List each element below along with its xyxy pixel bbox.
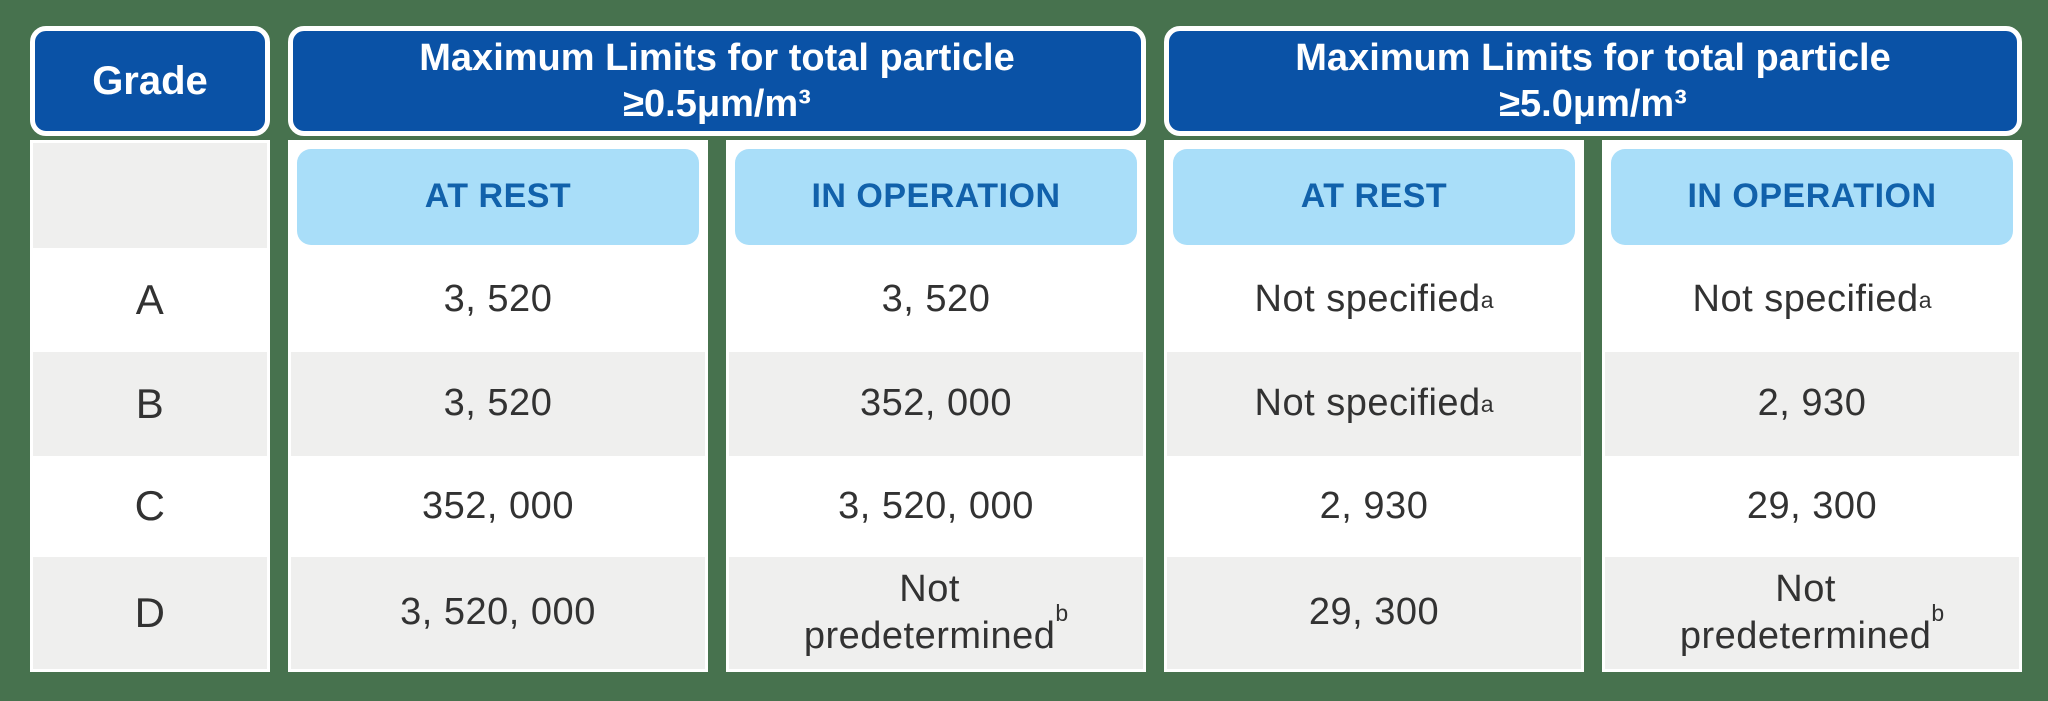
- cell-a-0-5um-in-operation: 3, 520: [729, 248, 1143, 352]
- cell-d-5-0um-at-rest: 29, 300: [1167, 557, 1581, 669]
- in-operation-label: IN OPERATION: [811, 177, 1061, 215]
- group2-header-max-limits-5-0um: Maximum Limits for total particle ≥5.0μm…: [1164, 26, 2022, 136]
- cell-c-0-5um-at-rest: 352, 000: [291, 456, 705, 557]
- subheader-cell-0-5um-at-rest: AT REST: [291, 143, 705, 248]
- grade-cell-b: B: [33, 352, 267, 456]
- cell-a-0-5um-at-rest: 3, 520: [291, 248, 705, 352]
- column-5-0um-in-operation: IN OPERATION Not specified a 2, 930 29, 3…: [1602, 140, 2022, 672]
- in-operation-subheader-pill: IN OPERATION: [1611, 148, 2013, 245]
- at-rest-label: AT REST: [424, 177, 572, 215]
- cell-d-0-5um-at-rest: 3, 520, 000: [291, 557, 705, 669]
- cell-b-5-0um-at-rest: Not specified a: [1167, 352, 1581, 456]
- cell-a-5-0um-at-rest: Not specified a: [1167, 248, 1581, 352]
- grade-column-header: Grade: [30, 26, 270, 136]
- cell-a-5-0um-in-operation: Not specified a: [1605, 248, 2019, 352]
- group1-title-line1: Maximum Limits for total particle: [419, 36, 1015, 79]
- cell-c-5-0um-at-rest: 2, 930: [1167, 456, 1581, 557]
- cell-c-0-5um-in-operation: 3, 520, 000: [729, 456, 1143, 557]
- grade-b-label: B: [135, 379, 165, 427]
- cell-b-0-5um-at-rest: 3, 520: [291, 352, 705, 456]
- subheader-cell-0-5um-in-operation: IN OPERATION: [729, 143, 1143, 248]
- subheader-cell-5-0um-in-operation: IN OPERATION: [1605, 143, 2019, 248]
- group2-title-line1: Maximum Limits for total particle: [1295, 36, 1891, 79]
- subheader-cell-5-0um-at-rest: AT REST: [1167, 143, 1581, 248]
- at-rest-subheader-pill: AT REST: [1173, 148, 1575, 245]
- column-0-5um-at-rest: AT REST 3, 520 3, 520 352, 000 3, 520, 0…: [288, 140, 708, 672]
- at-rest-subheader-pill: AT REST: [297, 148, 699, 245]
- group1-title-line2: ≥0.5μm/m³: [623, 83, 811, 125]
- column-5-0um-at-rest: AT REST Not specified a Not specified a 2,…: [1164, 140, 1584, 672]
- in-operation-subheader-pill: IN OPERATION: [735, 148, 1137, 245]
- grade-cell-c: C: [33, 456, 267, 557]
- cell-c-5-0um-in-operation: 29, 300: [1605, 456, 2019, 557]
- group1-header-max-limits-0-5um: Maximum Limits for total particle ≥0.5μm…: [288, 26, 1146, 136]
- grade-subheader-empty-cell: [33, 143, 267, 248]
- cell-b-0-5um-in-operation: 352, 000: [729, 352, 1143, 456]
- cell-b-5-0um-in-operation: 2, 930: [1605, 352, 2019, 456]
- in-operation-label: IN OPERATION: [1687, 177, 1937, 215]
- grade-cell-a: A: [33, 248, 267, 352]
- grade-column: A B C D: [30, 140, 270, 672]
- grade-cell-d: D: [33, 557, 267, 669]
- grade-header-label: Grade: [92, 58, 208, 103]
- cell-d-5-0um-in-operation: Not predetermined b: [1605, 557, 2019, 669]
- column-0-5um-in-operation: IN OPERATION 3, 520 352, 000 3, 520, 000…: [726, 140, 1146, 672]
- grade-c-label: C: [134, 482, 166, 530]
- grade-d-label: D: [134, 588, 166, 636]
- group2-title-line2: ≥5.0μm/m³: [1499, 83, 1687, 125]
- grade-a-label: A: [135, 275, 165, 323]
- at-rest-label: AT REST: [1300, 177, 1448, 215]
- limits-table-grid: Grade Maximum Limits for total particle …: [30, 26, 2022, 672]
- cell-d-0-5um-in-operation: Not predetermined b: [729, 557, 1143, 669]
